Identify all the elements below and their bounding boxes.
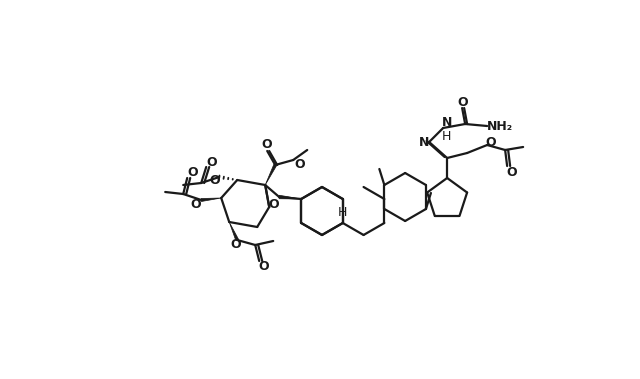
Text: O: O <box>258 260 269 274</box>
Text: O: O <box>230 238 241 252</box>
Text: O: O <box>190 199 200 211</box>
Text: O: O <box>294 158 305 171</box>
Polygon shape <box>265 164 276 185</box>
Text: NH₂: NH₂ <box>487 119 513 133</box>
Polygon shape <box>279 195 301 199</box>
Text: N: N <box>419 136 429 149</box>
Polygon shape <box>229 222 239 241</box>
Text: O: O <box>486 136 497 149</box>
Text: O: O <box>261 138 271 152</box>
Text: O: O <box>268 197 278 210</box>
Text: O: O <box>458 97 468 110</box>
Text: O: O <box>507 166 518 180</box>
Text: H: H <box>338 207 348 219</box>
Text: O: O <box>187 166 198 180</box>
Text: N: N <box>442 116 452 130</box>
Text: O: O <box>206 155 216 169</box>
Polygon shape <box>201 198 221 202</box>
Text: O: O <box>209 174 220 188</box>
Text: H: H <box>442 130 451 143</box>
